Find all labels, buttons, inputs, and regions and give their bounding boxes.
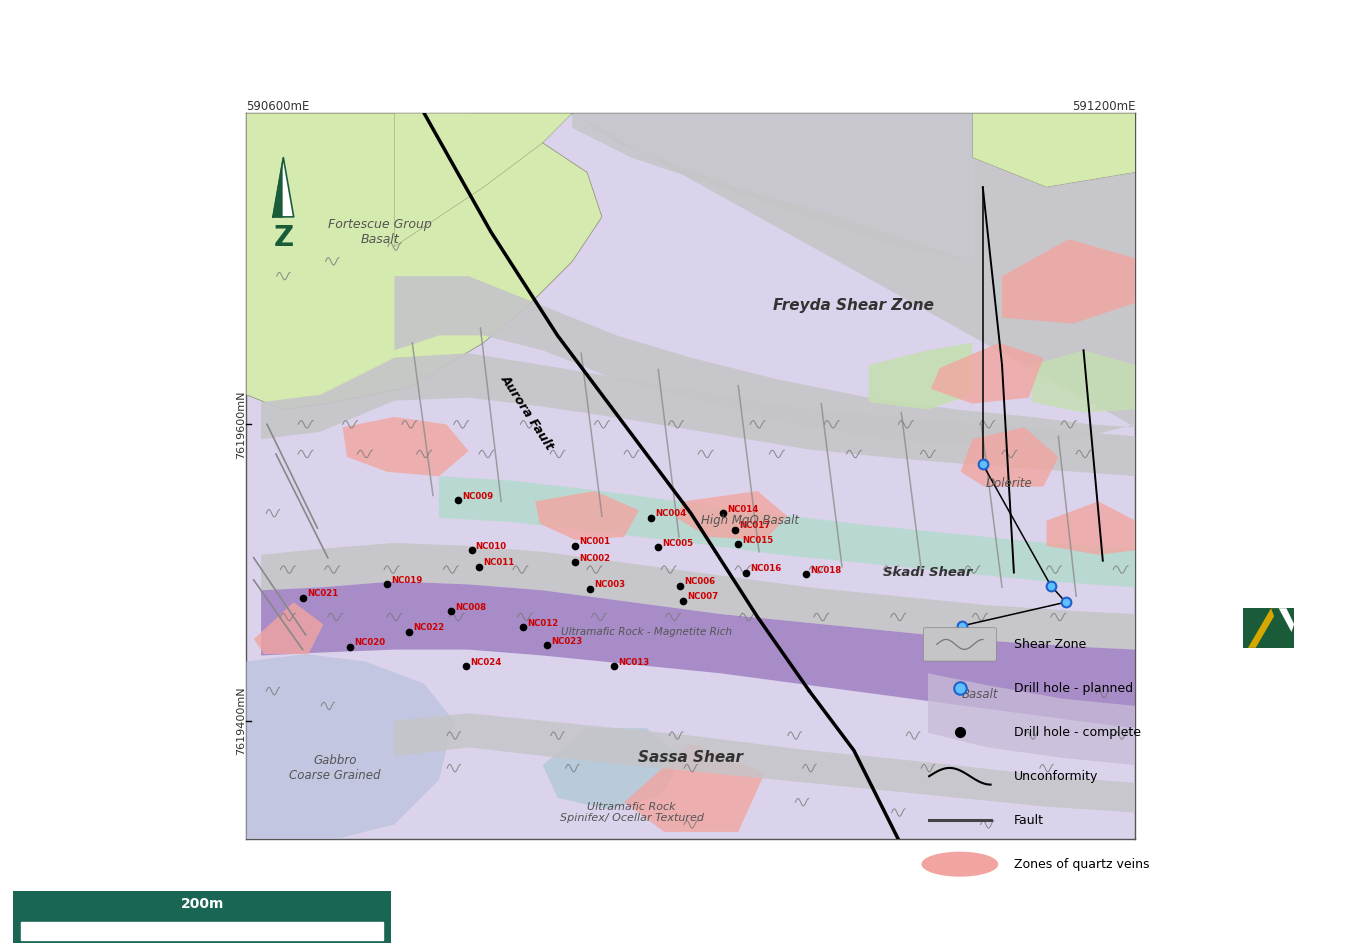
Text: NC014: NC014 <box>728 505 759 514</box>
Polygon shape <box>262 354 1135 476</box>
Text: Skadi Shear: Skadi Shear <box>883 566 973 579</box>
Text: NC015: NC015 <box>743 536 774 545</box>
FancyBboxPatch shape <box>923 628 996 661</box>
Text: 7619400mN: 7619400mN <box>236 687 247 755</box>
Text: NC020: NC020 <box>355 638 386 647</box>
Text: Shear Zone: Shear Zone <box>1014 637 1086 651</box>
Text: 200m: 200m <box>181 897 224 911</box>
Text: Gabbro
Coarse Grained: Gabbro Coarse Grained <box>290 754 381 782</box>
Text: Dolerite: Dolerite <box>987 477 1033 490</box>
Polygon shape <box>1271 608 1294 648</box>
Ellipse shape <box>922 852 999 877</box>
Text: NC018: NC018 <box>810 566 842 574</box>
Polygon shape <box>931 343 1043 404</box>
Text: Ultramafic Rock - Magnetite Rich: Ultramafic Rock - Magnetite Rich <box>561 627 732 637</box>
Text: 591200mE: 591200mE <box>1072 100 1135 113</box>
Text: High MgO Basalt: High MgO Basalt <box>701 514 799 527</box>
Text: Fortescue Group
Basalt: Fortescue Group Basalt <box>328 218 431 246</box>
Text: 7619600mN: 7619600mN <box>236 390 247 458</box>
Text: NC021: NC021 <box>307 589 338 599</box>
Polygon shape <box>961 427 1058 487</box>
Polygon shape <box>395 713 1135 813</box>
Polygon shape <box>1248 608 1279 648</box>
Text: NC012: NC012 <box>527 619 559 628</box>
Polygon shape <box>283 157 294 217</box>
Text: Z: Z <box>274 224 294 253</box>
Text: Ultramafic Rock
Spinifex/ Ocellar Textured: Ultramafic Rock Spinifex/ Ocellar Textur… <box>559 802 704 823</box>
Polygon shape <box>677 491 787 540</box>
Text: Zones of quartz veins: Zones of quartz veins <box>1014 858 1148 870</box>
Text: NC019: NC019 <box>391 576 422 585</box>
Text: Freyda Shear Zone: Freyda Shear Zone <box>774 298 934 313</box>
Text: NC013: NC013 <box>617 657 650 667</box>
Polygon shape <box>1031 350 1135 412</box>
Text: NC016: NC016 <box>749 564 780 573</box>
Text: Drill hole - planned: Drill hole - planned <box>1014 682 1132 695</box>
Text: NC008: NC008 <box>456 603 487 612</box>
Text: NC003: NC003 <box>594 581 625 589</box>
Polygon shape <box>262 543 1135 650</box>
Text: NC022: NC022 <box>414 623 445 633</box>
Polygon shape <box>543 728 683 810</box>
Polygon shape <box>1002 240 1135 323</box>
Polygon shape <box>927 673 1135 765</box>
Polygon shape <box>624 743 764 832</box>
Text: NC024: NC024 <box>469 657 501 667</box>
Polygon shape <box>342 417 469 476</box>
Polygon shape <box>972 113 1135 188</box>
Text: NC007: NC007 <box>687 592 718 602</box>
Polygon shape <box>439 476 1135 587</box>
Text: NC002: NC002 <box>580 554 611 563</box>
Text: 590600mE: 590600mE <box>247 100 310 113</box>
Polygon shape <box>395 113 1135 447</box>
Polygon shape <box>573 113 972 261</box>
Text: NC005: NC005 <box>662 539 693 548</box>
Text: Aurora Fault: Aurora Fault <box>499 372 557 453</box>
Text: Unconformity: Unconformity <box>1014 769 1099 783</box>
Polygon shape <box>262 582 1135 728</box>
Text: Fault: Fault <box>1014 814 1043 827</box>
Text: NC023: NC023 <box>551 637 582 646</box>
Polygon shape <box>247 113 603 409</box>
Polygon shape <box>272 157 283 217</box>
Text: Basalt: Basalt <box>961 687 998 701</box>
Bar <box>22 922 383 940</box>
Polygon shape <box>247 654 454 839</box>
Text: NC017: NC017 <box>740 521 771 530</box>
Polygon shape <box>1046 502 1135 554</box>
Text: Drill hole - complete: Drill hole - complete <box>1014 726 1140 738</box>
Text: NC006: NC006 <box>685 577 716 587</box>
Text: NC011: NC011 <box>483 558 515 568</box>
Text: Sassa Shear: Sassa Shear <box>639 751 743 766</box>
Polygon shape <box>395 113 573 246</box>
Polygon shape <box>868 343 972 409</box>
Polygon shape <box>1279 608 1294 632</box>
Text: NC001: NC001 <box>580 538 611 547</box>
Polygon shape <box>253 603 324 654</box>
Text: NC004: NC004 <box>655 509 686 519</box>
Polygon shape <box>535 491 639 540</box>
Text: NC010: NC010 <box>476 542 507 551</box>
Text: NC009: NC009 <box>462 491 493 501</box>
